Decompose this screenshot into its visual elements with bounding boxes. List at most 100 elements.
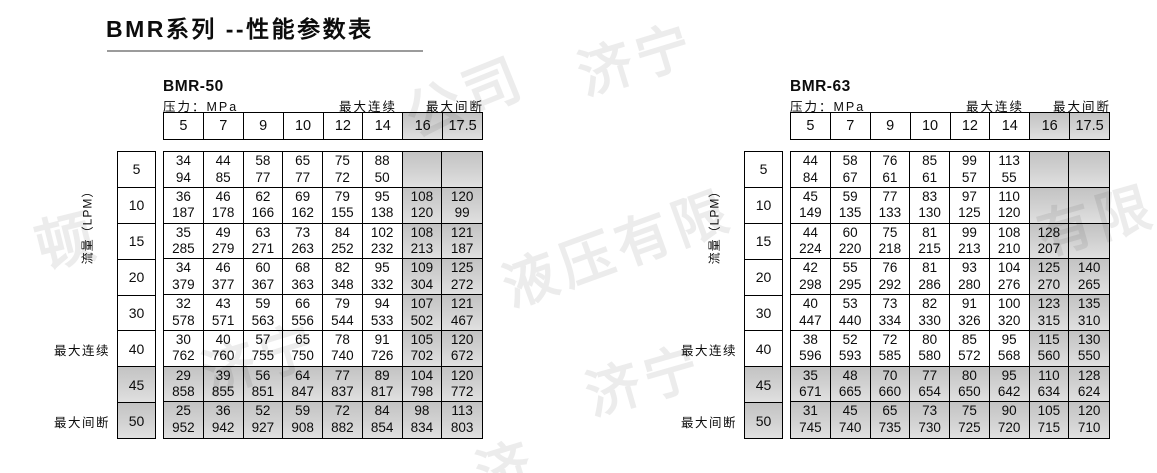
cell-speed-value: 75: [334, 153, 350, 168]
data-cell: 113 55: [989, 152, 1030, 188]
cell-torque-value: 854: [370, 419, 394, 435]
cell-torque-value: 218: [878, 241, 902, 256]
cell-speed-value: 52: [842, 331, 858, 347]
side-max-continuous-label: 最大连续: [54, 344, 111, 358]
pressure-unit-label: 压力：MPa: [163, 100, 239, 114]
cell-speed-value: 42: [802, 260, 818, 276]
max-intermittent-label: 最大间断: [425, 100, 484, 114]
data-grid: 34 94 44 85 58 77 65 77 75 72 88 50 36 187 46 178 62 166 6…: [163, 151, 483, 439]
pressure-header-cell: 9: [871, 113, 911, 139]
cell-speed-value: 113: [998, 153, 1020, 168]
cell-torque-value: 556: [291, 312, 314, 328]
cell-speed-value: 45: [802, 188, 818, 204]
data-cell: 55 295: [830, 259, 871, 295]
cell-speed-value: 108: [410, 188, 434, 204]
pressure-header-cell: 14: [363, 113, 404, 139]
cell-speed-value: 135: [1077, 296, 1101, 311]
pressure-header-cell: 5: [164, 113, 204, 139]
cell-speed-value: 99: [961, 224, 977, 240]
cell-speed-value: 59: [295, 403, 311, 419]
data-cell: 110 634: [1029, 366, 1070, 403]
data-cell: 75 725: [950, 402, 990, 438]
cell-speed-value: 120: [450, 331, 474, 347]
data-cell: 60 367: [243, 259, 284, 295]
cell-speed-value: 65: [295, 331, 311, 347]
cell-speed-value: 75: [961, 403, 977, 419]
cell-speed-value: 123: [1037, 296, 1061, 311]
data-cell: 76 292: [870, 259, 911, 295]
cell-speed-value: 73: [295, 224, 311, 240]
data-cell: 91 326: [950, 295, 990, 331]
cell-torque-value: 187: [450, 241, 474, 256]
data-cell: 64 847: [283, 366, 323, 403]
cell-torque-value: 138: [370, 205, 394, 221]
cell-torque-value: 568: [997, 348, 1021, 364]
cell-speed-value: 93: [961, 260, 977, 276]
cell-speed-value: 115: [1038, 331, 1060, 347]
flow-column: 5 10 15 20 30 40 45 50: [117, 151, 156, 439]
cell-speed-value: 77: [882, 188, 898, 204]
cell-speed-value: 110: [998, 188, 1020, 204]
pressure-header-cell: 7: [204, 113, 244, 139]
data-cell: 44 224: [791, 223, 831, 260]
cell-torque-value: 624: [1077, 384, 1101, 399]
data-cell: 95 642: [989, 366, 1030, 403]
cell-torque-value: 715: [1037, 419, 1061, 435]
data-cell: 97 125: [950, 187, 990, 224]
data-cell: 75 72: [323, 152, 363, 188]
cell-torque-value: 220: [838, 241, 862, 256]
data-cell: 77 837: [323, 366, 363, 403]
pressure-header-cell: 14: [990, 113, 1031, 139]
cell-torque-value: 572: [958, 348, 981, 364]
flow-axis-label: 流量（LPM）: [707, 184, 722, 265]
data-cell: 52 927: [243, 402, 284, 438]
data-cell: 95 138: [362, 187, 403, 224]
data-cell: 35 671: [791, 366, 831, 403]
data-cell: 32 578: [164, 295, 204, 331]
data-cell: 45 740: [830, 402, 871, 438]
cell-speed-value: 100: [997, 296, 1021, 311]
data-cell: 108 213: [402, 223, 443, 260]
cell-torque-value: 447: [799, 312, 822, 328]
data-cell: 65 750: [283, 330, 323, 367]
data-cell: 59 563: [243, 295, 284, 331]
cell-torque-value: 304: [410, 276, 434, 292]
model-label: BMR-63: [790, 78, 851, 95]
cell-torque-value: 94: [175, 169, 191, 185]
cell-speed-value: 125: [1037, 260, 1061, 276]
cell-torque-value: 162: [291, 205, 314, 221]
table-subheader: 压力：MPa 最大连续 最大间断: [163, 96, 484, 114]
cell-speed-value: 62: [255, 188, 271, 204]
cell-torque-value: 550: [1077, 348, 1101, 364]
cell-speed-value: 91: [961, 296, 977, 311]
data-cell: 70 660: [870, 366, 911, 403]
cell-speed-value: 128: [1077, 367, 1101, 383]
pressure-header-cell: 17.5: [1070, 113, 1109, 139]
data-cell: 77 133: [870, 187, 911, 224]
cell-torque-value: 50: [374, 169, 390, 185]
cell-torque-value: 232: [370, 241, 394, 256]
cell-torque-value: 61: [922, 169, 938, 185]
cell-torque-value: 280: [958, 276, 981, 292]
data-cell: 104 276: [989, 259, 1030, 295]
cell-torque-value: 837: [331, 384, 354, 399]
data-cell: 30 762: [164, 330, 204, 367]
max-continuous-label: 最大连续: [966, 100, 1025, 114]
data-cell: 73 730: [910, 402, 950, 438]
data-cell: 115 560: [1029, 330, 1070, 367]
pressure-header-cell: 16: [1030, 113, 1071, 139]
data-cell: 46 178: [203, 187, 244, 224]
cell-torque-value: 798: [410, 384, 434, 399]
data-cell: 120 710: [1069, 402, 1109, 438]
data-cell: 36 942: [203, 402, 244, 438]
cell-speed-value: 77: [922, 367, 938, 383]
cell-torque-value: 654: [918, 384, 941, 399]
cell-torque-value: 563: [251, 312, 275, 328]
cell-torque-value: 326: [958, 312, 981, 328]
cell-torque-value: 702: [410, 348, 434, 364]
watermark-text: 济宁: [571, 14, 704, 107]
cell-torque-value: 725: [958, 419, 981, 435]
cell-speed-value: 84: [374, 403, 390, 419]
pressure-header-row: 5 7 9 10 12 14 16 17.5: [790, 112, 1110, 140]
data-cell: 44 84: [791, 152, 831, 188]
